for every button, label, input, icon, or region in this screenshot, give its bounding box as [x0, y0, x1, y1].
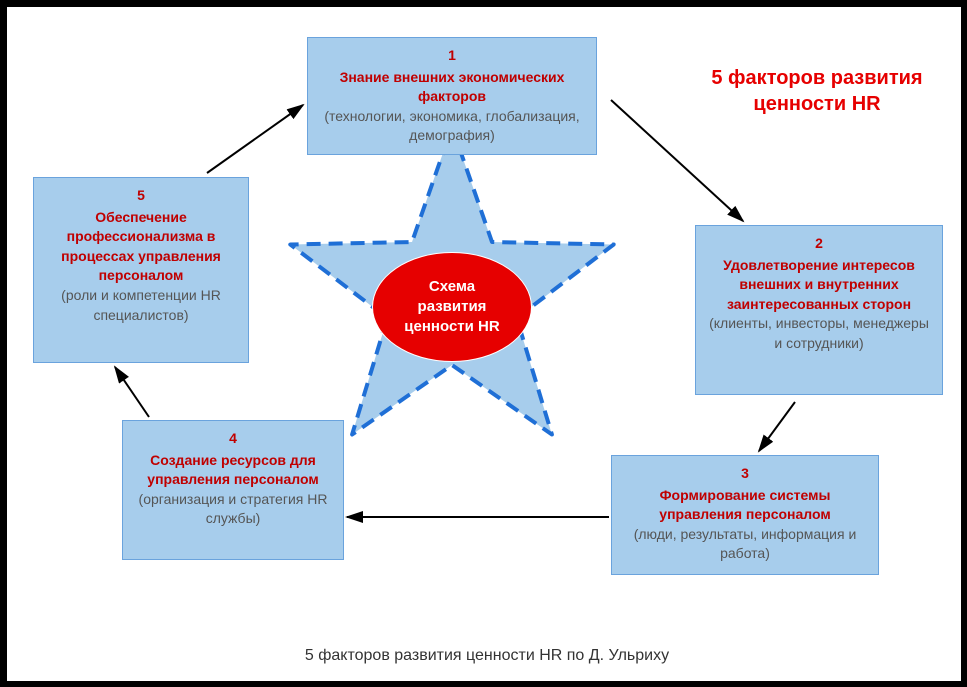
center-text: Схемаразвитияценности HR: [404, 277, 499, 338]
factor-num: 3: [622, 464, 868, 484]
diagram-heading: 5 факторов развития ценности HR: [697, 65, 937, 117]
factor-num: 5: [44, 186, 238, 206]
factor-box-4: 4Создание ресурсов для управления персон…: [122, 420, 344, 560]
center-ellipse: Схемаразвитияценности HR: [372, 252, 532, 362]
arrow: [759, 402, 795, 451]
factor-subtitle: (организация и стратегия HR службы): [133, 490, 333, 529]
diagram-caption: 5 факторов развития ценности HR по Д. Ул…: [257, 647, 717, 665]
arrow: [611, 100, 743, 221]
factor-title: Удовлетворение интересов внешних и внутр…: [706, 256, 932, 315]
factor-num: 1: [318, 46, 586, 66]
factor-title: Создание ресурсов для управления персона…: [133, 451, 333, 490]
factor-title: Обеспечение профессионализма в процессах…: [44, 208, 238, 286]
factor-box-1: 1Знание внешних экономических факторов(т…: [307, 37, 597, 155]
factor-subtitle: (роли и компетенции HR специалистов): [44, 286, 238, 325]
factor-title: Знание внешних экономических факторов: [318, 68, 586, 107]
factor-subtitle: (технологии, экономика, глобализация, де…: [318, 107, 586, 146]
arrow: [115, 367, 149, 417]
factor-subtitle: (клиенты, инвесторы, менеджеры и сотрудн…: [706, 314, 932, 353]
factor-title: Формирование системы управления персонал…: [622, 486, 868, 525]
diagram-frame: Схемаразвитияценности HR 1Знание внешних…: [6, 6, 962, 682]
factor-num: 4: [133, 429, 333, 449]
factor-subtitle: (люди, результаты, информация и работа): [622, 525, 868, 564]
factor-box-3: 3Формирование системы управления персона…: [611, 455, 879, 575]
diagram-canvas: Схемаразвитияценности HR 1Знание внешних…: [7, 7, 961, 681]
factor-box-5: 5Обеспечение профессионализма в процесса…: [33, 177, 249, 363]
factor-box-2: 2Удовлетворение интересов внешних и внут…: [695, 225, 943, 395]
factor-num: 2: [706, 234, 932, 254]
